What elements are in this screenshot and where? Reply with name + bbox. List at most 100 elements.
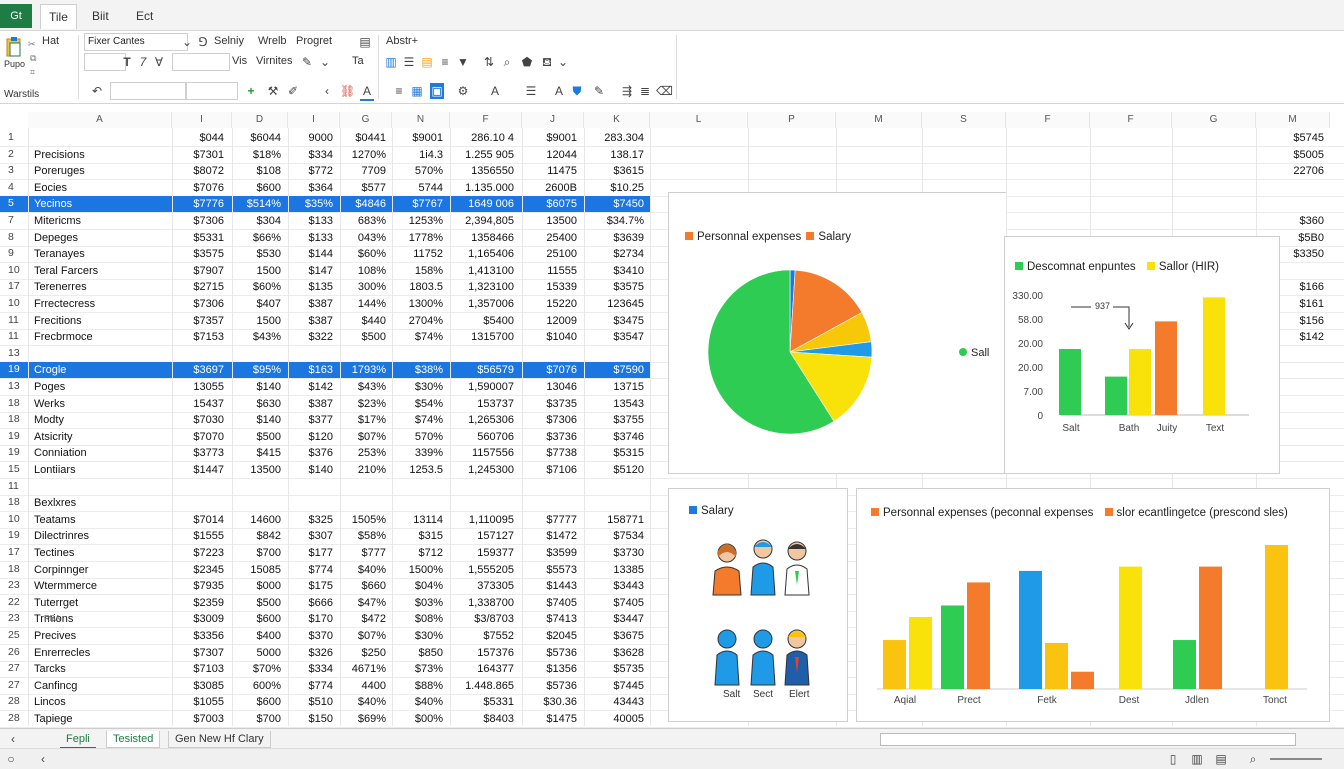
settings-icon[interactable]: ⚙ (457, 84, 469, 98)
table-row[interactable]: 22 Tuterrget $2359 $500 $666 $47% $03% 1,338700… (0, 595, 1344, 612)
table-row[interactable]: 10 Teatams $7014 14600 $325 1505% 13114 1,11009… (0, 512, 1344, 529)
value-cell[interactable]: 1.255 905 (465, 149, 514, 161)
table-row[interactable]: 11 (0, 479, 1344, 496)
value-cell[interactable]: $577 (361, 182, 386, 194)
value-cell[interactable]: 1270% (351, 149, 386, 161)
value-cell[interactable]: 138.17 (610, 149, 644, 161)
table-row[interactable]: 18 Bexlxres (0, 495, 1344, 512)
list-icon[interactable]: ☰ (403, 55, 415, 69)
font-color-small-icon[interactable]: ⅁ (198, 35, 208, 49)
value-cell[interactable]: 339% (414, 447, 443, 459)
value-cell[interactable]: $69% (357, 713, 386, 725)
cells-label-3[interactable]: Progret (296, 35, 333, 47)
row-number[interactable]: 23 (8, 612, 20, 624)
row-number[interactable]: 10 (8, 297, 20, 309)
row-number[interactable]: 27 (8, 679, 20, 691)
value-cell[interactable]: 15339 (546, 281, 577, 293)
row-label-cell[interactable]: Teral Farcers (34, 265, 99, 277)
small-bar-chart-panel[interactable]: Descomnat enpuntes Sallor (HIR) 330.00 58… (1004, 236, 1280, 474)
value-cell[interactable]: 11752 (413, 248, 443, 260)
value-cell[interactable]: 1500 (256, 265, 281, 277)
row-label-cell[interactable]: Tectines (34, 547, 75, 559)
bold-icon[interactable]: T (123, 55, 131, 69)
value-cell[interactable]: $30.36 (543, 696, 577, 708)
value-cell[interactable]: $1447 (193, 464, 224, 476)
value-cell[interactable]: $3547 (613, 331, 644, 343)
value-cell[interactable]: $510 (308, 696, 333, 708)
value-cell[interactable]: 1793% (351, 364, 386, 376)
tab-file[interactable]: Tile (40, 4, 77, 29)
right-column-cell[interactable]: $5745 (1293, 132, 1324, 144)
row-label-cell[interactable]: Tuterrget (34, 597, 79, 609)
row-number[interactable]: 19 (8, 529, 20, 541)
row-number[interactable]: 18 (8, 563, 20, 575)
value-cell[interactable]: $60% (357, 248, 386, 260)
value-cell[interactable]: $3475 (613, 315, 644, 327)
page-break-icon[interactable]: ▤ (1215, 752, 1227, 766)
value-cell[interactable]: $774 (308, 564, 333, 576)
table-row[interactable]: 27 Canfincg $3085 600% $774 4400 $88% 1.448.865… (0, 678, 1344, 695)
value-cell[interactable]: $7306 (546, 414, 577, 426)
value-cell[interactable]: $3746 (613, 431, 644, 443)
table-row[interactable]: 11 Frecitions $7357 1500 $387 $440 2704% $5400 1… (0, 313, 1344, 330)
value-cell[interactable]: $7306 (193, 298, 224, 310)
table-row[interactable]: 17 Terenerres $2715 $60% $135 300% 1803.5 1,323… (0, 279, 1344, 296)
column-header[interactable]: J (522, 112, 584, 128)
value-cell[interactable]: 157127 (477, 530, 514, 542)
row-number[interactable]: 25 (8, 629, 20, 641)
value-cell[interactable]: 144% (357, 298, 386, 310)
value-cell[interactable]: $47% (357, 597, 386, 609)
value-cell[interactable]: $7450 (613, 198, 644, 210)
value-cell[interactable]: $600 (256, 696, 281, 708)
value-cell[interactable]: $3599 (546, 547, 577, 559)
table-row[interactable]: 18 Corpinnger $2345 15085 $774 $40% 1500% 1,555… (0, 562, 1344, 579)
column-header[interactable]: I (172, 112, 232, 128)
small-bar-chart[interactable]: 330.00 58.00 20.00 20.00 7.00 0 Salt Bath Juity T… (1005, 287, 1279, 437)
row-label-cell[interactable]: Frecbrmoce (34, 331, 93, 343)
row-label-cell[interactable]: Bexlxres (34, 497, 77, 509)
value-cell[interactable]: $7301 (193, 149, 224, 161)
pie-chart[interactable] (705, 267, 875, 437)
value-cell[interactable]: $140 (256, 414, 281, 426)
value-cell[interactable]: $73% (414, 663, 443, 675)
value-cell[interactable]: 123645 (607, 298, 644, 310)
value-cell[interactable]: $7534 (613, 530, 644, 542)
value-cell[interactable]: $03% (414, 597, 443, 609)
paint-bucket-icon[interactable]: ⛾ (542, 55, 552, 69)
value-cell[interactable]: 2704% (408, 315, 443, 327)
table-row[interactable]: 27 Tarcks $7103 $70% $334 4671% $73% 164377 $135… (0, 661, 1344, 678)
value-cell[interactable]: $150 (308, 713, 333, 725)
value-cell[interactable]: $3755 (613, 414, 644, 426)
value-cell[interactable]: $666 (308, 597, 333, 609)
row-number[interactable]: 26 (8, 646, 20, 658)
highlight-icon[interactable]: ▤ (421, 55, 433, 69)
value-cell[interactable]: $5331 (193, 232, 224, 244)
value-cell[interactable]: 300% (357, 281, 386, 293)
value-cell[interactable]: $2734 (613, 248, 644, 260)
value-cell[interactable]: 1300% (408, 298, 443, 310)
right-column-cell[interactable]: $142 (1299, 331, 1324, 343)
table-row[interactable]: 9 Teranayes $3575 $530 $144 $60% 11752 1,165406… (0, 246, 1344, 263)
value-cell[interactable]: 158771 (607, 514, 644, 526)
value-cell[interactable]: $500 (361, 331, 386, 343)
value-cell[interactable]: 1,110095 (468, 514, 514, 526)
value-cell[interactable]: 2,394,805 (465, 215, 514, 227)
value-cell[interactable]: $9001 (412, 132, 443, 144)
row-number[interactable]: 11 (8, 314, 19, 326)
row-number[interactable]: 27 (8, 662, 20, 674)
table-row[interactable]: 19 Crogle $3697 $95% $163 1793% $38% $56579 $707… (0, 362, 651, 379)
value-cell[interactable]: $7445 (613, 680, 644, 692)
row-label-cell[interactable]: Tapiege (34, 713, 73, 725)
table-row[interactable]: 28 Lincos $1055 $600 $510 $40% $40% $5331 $30.36… (0, 694, 1344, 711)
bar[interactable] (967, 582, 990, 689)
italic-icon[interactable]: 7 (139, 55, 147, 69)
value-cell[interactable]: $2359 (193, 597, 224, 609)
value-cell[interactable]: 15085 (250, 564, 281, 576)
row-label-cell[interactable]: Trmions (34, 613, 74, 625)
sheet-scroll-left-icon[interactable]: ‹ (11, 732, 15, 746)
value-cell[interactable]: $325 (308, 514, 333, 526)
value-cell[interactable]: $7776 (193, 198, 224, 210)
value-cell[interactable]: 5744 (418, 182, 443, 194)
value-cell[interactable]: $5735 (613, 663, 644, 675)
big-bar-chart-panel[interactable]: Personnal expenses (peconnal expenses sl… (856, 488, 1330, 722)
